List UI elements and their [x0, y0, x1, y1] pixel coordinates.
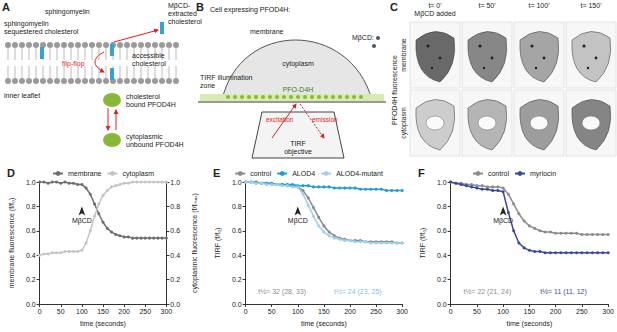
svg-text:0.0: 0.0 [170, 301, 180, 308]
svg-text:Cell expressing PFOD4H:: Cell expressing PFOD4H: [210, 6, 290, 14]
svg-text:emission: emission [312, 116, 338, 123]
svg-text:0.2: 0.2 [170, 276, 180, 283]
svg-text:50: 50 [268, 308, 276, 315]
svg-text:ALOD4: ALOD4 [292, 170, 315, 177]
svg-text:cholesterolbound PFOD4H: cholesterolbound PFOD4H [126, 93, 176, 108]
svg-text:0.8: 0.8 [232, 203, 242, 210]
svg-text:t½= 22 (21, 24): t½= 22 (21, 24) [464, 288, 512, 296]
svg-text:cytoplasm: cytoplasm [122, 170, 154, 178]
svg-text:0.2: 0.2 [437, 276, 447, 283]
svg-text:time (seconds): time (seconds) [506, 320, 552, 328]
svg-text:MβCD: MβCD [493, 217, 513, 225]
svg-text:flip-flop: flip-flop [62, 60, 85, 68]
svg-text:100: 100 [76, 308, 88, 315]
svg-text:E: E [213, 167, 220, 179]
svg-text:membrane: membrane [68, 170, 102, 177]
svg-text:150: 150 [318, 308, 330, 315]
svg-text:cytoplasm: cytoplasm [400, 107, 408, 139]
svg-text:PFOD4H fluorescence: PFOD4H fluorescence [391, 55, 398, 125]
svg-text:250: 250 [576, 308, 588, 315]
svg-text:1.0: 1.0 [26, 179, 36, 186]
svg-text:t½= 24 (23, 25): t½= 24 (23, 25) [334, 288, 382, 296]
svg-text:300: 300 [602, 308, 614, 315]
svg-text:100: 100 [497, 308, 509, 315]
svg-text:accessiblecholesterol: accessiblecholesterol [132, 52, 166, 67]
svg-text:membrane: membrane [250, 28, 284, 35]
html-text:extracted: extracted [168, 10, 197, 17]
svg-text:t= 100': t= 100' [529, 2, 550, 9]
svg-text:MβCD:: MβCD: [352, 34, 374, 42]
svg-text:0: 0 [244, 308, 248, 315]
svg-text:control: control [250, 170, 271, 177]
svg-text:MβCD: MβCD [72, 217, 92, 225]
svg-text:time (seconds): time (seconds) [301, 320, 347, 328]
svg-text:sphingomyelinsequestered chole: sphingomyelinsequestered cholesterol [4, 20, 79, 36]
svg-text:A: A [2, 1, 10, 13]
svg-text:0.8: 0.8 [437, 203, 447, 210]
svg-text:0.6: 0.6 [26, 227, 36, 234]
svg-text:200: 200 [118, 308, 130, 315]
svg-text:0.8: 0.8 [26, 203, 36, 210]
svg-text:0.2: 0.2 [26, 276, 36, 283]
svg-text:0.4: 0.4 [437, 252, 447, 259]
svg-text:150: 150 [524, 308, 536, 315]
svg-text:250: 250 [139, 308, 151, 315]
svg-text:TIRF (f/f₀): TIRF (f/f₀) [419, 228, 427, 259]
svg-text:excitation: excitation [266, 116, 294, 123]
svg-text:inner leaflet: inner leaflet [4, 92, 40, 99]
svg-text:0.0: 0.0 [26, 301, 36, 308]
svg-text:t½= 32 (28, 33): t½= 32 (28, 33) [258, 288, 306, 296]
svg-text:0.6: 0.6 [232, 227, 242, 234]
svg-text:0.4: 0.4 [232, 252, 242, 259]
svg-text:300: 300 [161, 308, 173, 315]
svg-text:0.6: 0.6 [170, 227, 180, 234]
svg-text:1.0: 1.0 [170, 179, 180, 186]
svg-text:TIRFobjective: TIRFobjective [284, 140, 312, 156]
svg-text:B: B [196, 1, 204, 13]
svg-text:0.6: 0.6 [437, 227, 447, 234]
svg-text:myriocin: myriocin [530, 170, 556, 178]
svg-text:50: 50 [473, 308, 481, 315]
svg-text:sphingomyelin: sphingomyelin [45, 8, 90, 16]
svg-text:t= 150': t= 150' [581, 2, 602, 9]
svg-text:50: 50 [57, 308, 65, 315]
svg-text:0: 0 [38, 308, 42, 315]
svg-text:cytoplasmicunbound PFOD4H: cytoplasmicunbound PFOD4H [126, 133, 184, 148]
svg-text:cytoplasmic fluorescence (f/fₘ: cytoplasmic fluorescence (f/fₘₐₓ) [191, 193, 199, 293]
svg-text:250: 250 [370, 308, 382, 315]
svg-text:t= 0'MβCD added: t= 0'MβCD added [414, 2, 455, 18]
svg-text:0.0: 0.0 [232, 301, 242, 308]
svg-text:t½= 11 (11, 12): t½= 11 (11, 12) [540, 288, 587, 296]
svg-text:200: 200 [550, 308, 562, 315]
svg-text:0: 0 [449, 308, 453, 315]
svg-text:control: control [488, 170, 509, 177]
svg-text:0.8: 0.8 [170, 203, 180, 210]
svg-text:300: 300 [396, 308, 408, 315]
svg-text:ALOD4-mutant: ALOD4-mutant [336, 170, 383, 177]
svg-text:100: 100 [292, 308, 304, 315]
html-text:cholesterol: cholesterol [168, 18, 202, 25]
html-text:MβCD-: MβCD- [168, 2, 191, 9]
svg-text:C: C [390, 1, 398, 13]
svg-text:t= 50': t= 50' [478, 2, 495, 9]
svg-text:0.4: 0.4 [26, 252, 36, 259]
svg-text:membrane: membrane [400, 38, 407, 72]
svg-text:membrane fluorescence (f/f₀): membrane fluorescence (f/f₀) [8, 198, 16, 288]
svg-text:MβCD: MβCD [288, 217, 308, 225]
svg-text:time (seconds): time (seconds) [80, 320, 126, 328]
svg-text:0.0: 0.0 [437, 301, 447, 308]
svg-text:D: D [7, 167, 15, 179]
svg-text:TIRF illuminationzone: TIRF illuminationzone [200, 74, 253, 89]
svg-text:F: F [418, 167, 425, 179]
svg-text:1.0: 1.0 [232, 179, 242, 186]
svg-text:200: 200 [344, 308, 356, 315]
svg-text:PFO-D4H: PFO-D4H [283, 86, 314, 93]
svg-text:1.0: 1.0 [437, 179, 447, 186]
svg-text:150: 150 [97, 308, 109, 315]
svg-text:TIRF (f/f₀): TIRF (f/f₀) [214, 228, 222, 259]
svg-text:0.2: 0.2 [232, 276, 242, 283]
svg-text:0.4: 0.4 [170, 252, 180, 259]
svg-text:cytoplasm: cytoplasm [282, 60, 314, 68]
